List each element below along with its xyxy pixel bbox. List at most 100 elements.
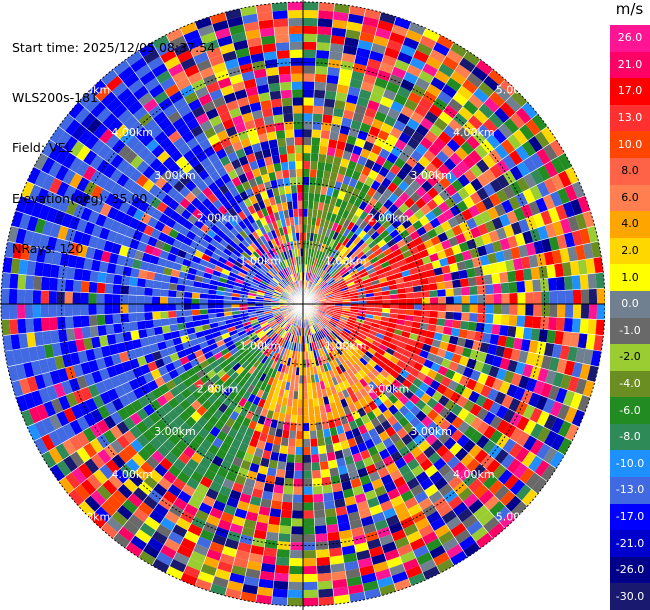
ray-gate [484, 353, 495, 366]
ray-gate [167, 464, 182, 478]
ray-gate [415, 124, 430, 137]
ray-gate [364, 530, 380, 542]
ray-gate [157, 341, 167, 351]
ray-gate [155, 333, 165, 344]
ray-gate [150, 368, 162, 380]
ray-gate [291, 518, 303, 527]
scan-info-block: Start time: 2025/12/05 08:37:54 WLS200s-… [12, 6, 215, 275]
ray-gate [423, 336, 434, 346]
ray-gate [166, 345, 177, 356]
ray-separator [302, 303, 397, 592]
ray-gate [252, 323, 261, 330]
ray-gate [389, 289, 398, 295]
ray-gate [402, 451, 416, 464]
ray-gate [30, 360, 42, 376]
ray-gate [376, 347, 386, 356]
ray-gate [24, 304, 34, 319]
ray-gate [143, 371, 155, 384]
ray-gate [294, 327, 299, 336]
ray-gate [136, 407, 149, 421]
ray-gate [274, 476, 285, 486]
ray-gate [25, 274, 35, 290]
ray-gate [333, 181, 343, 191]
ray-gate [234, 323, 244, 330]
ray-gate [422, 90, 438, 105]
ray-gate [223, 386, 233, 397]
ray-gate [420, 316, 430, 324]
ray-gate [483, 75, 500, 92]
ray-gate [326, 295, 335, 300]
ray-gate [190, 470, 204, 483]
ray-gate [431, 338, 442, 349]
ray-gate [303, 375, 308, 384]
ray-gate [272, 343, 280, 353]
ray-gate [495, 367, 508, 381]
ray-gate [327, 58, 342, 69]
ray-gate [320, 130, 331, 140]
ray-gate [510, 90, 528, 108]
ray-gate [268, 350, 276, 360]
ray-gate [353, 278, 363, 285]
ray-gate [463, 492, 479, 508]
ray-gate [303, 438, 311, 448]
ray-gate [398, 405, 410, 417]
ray-gate [386, 39, 403, 52]
ray-gate [354, 281, 364, 287]
ray-gate [350, 374, 360, 384]
ray-gate [312, 325, 318, 334]
ray-gate [280, 355, 286, 365]
ray-gate [186, 273, 196, 281]
ray-gate [193, 378, 205, 390]
ray-gate [229, 371, 240, 381]
ray-gate [154, 376, 166, 388]
ray-gate [253, 339, 262, 347]
ray-gate [287, 589, 303, 599]
ray-separator [49, 303, 304, 469]
ray-gate [332, 289, 341, 295]
ray-gate [50, 329, 60, 344]
ray-gate [331, 285, 340, 292]
ray-gate [316, 291, 324, 297]
ray-gate [71, 467, 87, 485]
ray-gate [154, 419, 168, 432]
ray-gate [469, 294, 478, 304]
ray-gate [121, 360, 133, 373]
ray-gate [501, 293, 510, 304]
ray-gate [332, 107, 345, 118]
ray-gate [244, 363, 253, 372]
ray-gate [502, 438, 517, 454]
ray-gate [315, 65, 328, 75]
ray-gate [359, 329, 369, 337]
ray-separator [302, 303, 367, 600]
ray-gate [475, 532, 494, 549]
ray-gate [349, 233, 359, 243]
ray-gate [208, 383, 219, 394]
ray-gate [111, 489, 128, 505]
ray-gate [387, 488, 401, 501]
ray-gate [377, 129, 390, 142]
ray-gate [319, 281, 327, 289]
ray-gate [326, 277, 334, 284]
ray-gate [367, 445, 379, 457]
ray-gate [196, 368, 207, 379]
ray-gate [303, 383, 308, 392]
ray-gate [334, 498, 346, 509]
ray-gate [470, 177, 483, 192]
ray-gate [91, 336, 101, 349]
ray-gate [372, 377, 382, 387]
ray-gate [538, 265, 549, 280]
ray-gate [436, 281, 446, 290]
ray-gate [331, 434, 341, 444]
ray-gate [475, 158, 490, 174]
ray-gate [515, 107, 532, 124]
ray-gate [15, 363, 27, 381]
ray-gate [495, 433, 510, 449]
ray-gate [482, 153, 496, 169]
ray-gate [288, 325, 294, 334]
ray-gate [461, 78, 479, 95]
ray-gate [114, 362, 125, 376]
ray-gate [83, 337, 94, 351]
ray-gate [387, 214, 398, 225]
ray-gate [509, 292, 518, 304]
ray-gate [565, 166, 579, 185]
